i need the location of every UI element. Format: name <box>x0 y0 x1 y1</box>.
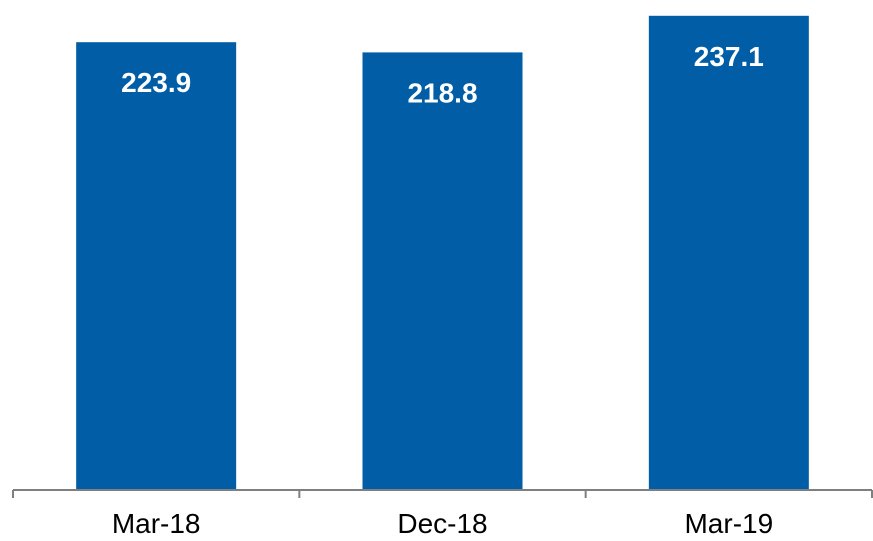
x-tick-label-mar-19: Mar-19 <box>684 508 773 539</box>
data-label-mar-18: 223.9 <box>121 67 191 98</box>
x-axis <box>12 489 873 498</box>
labels-layer: 223.9 Mar-18 218.8 Dec-18 237.1 Mar-19 <box>112 41 773 539</box>
bars-layer <box>76 15 809 491</box>
bar-mar-19 <box>648 15 809 491</box>
bar-dec-18 <box>362 52 523 491</box>
data-label-dec-18: 218.8 <box>407 77 477 108</box>
bar-mar-18 <box>76 42 237 490</box>
data-label-mar-19: 237.1 <box>694 41 764 72</box>
x-tick-label-mar-18: Mar-18 <box>112 508 201 539</box>
x-tick-label-dec-18: Dec-18 <box>397 508 487 539</box>
